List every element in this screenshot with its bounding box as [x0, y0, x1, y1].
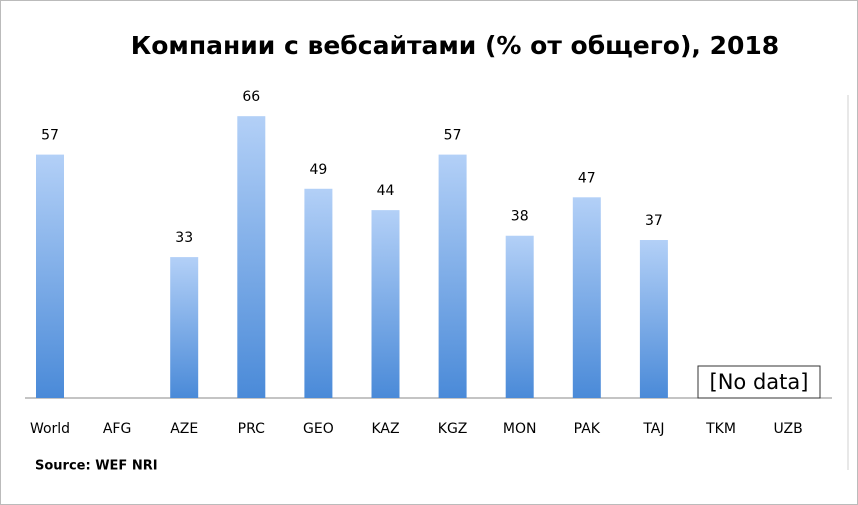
bar	[237, 116, 266, 399]
value-label: 66	[242, 89, 260, 105]
x-tick-label: World	[30, 421, 70, 437]
value-label: 49	[309, 162, 327, 178]
bar	[170, 257, 199, 398]
value-label: 57	[444, 128, 462, 144]
value-label: 57	[41, 128, 59, 144]
bar	[505, 235, 534, 398]
bar	[438, 154, 467, 398]
x-tick-label: UZB	[773, 421, 802, 437]
bar	[304, 188, 333, 398]
x-tick-label: TKM	[705, 421, 736, 437]
annotation: [No data]	[710, 370, 809, 394]
x-tick-label: MON	[503, 421, 537, 437]
annotation-box	[697, 365, 821, 399]
value-label: 38	[511, 209, 529, 225]
x-tick-label: GEO	[303, 421, 334, 437]
x-tick-label: AZE	[170, 421, 198, 437]
x-tick-label: AFG	[103, 421, 131, 437]
x-tick-label: PAK	[574, 421, 601, 437]
source: Source: WEF NRI	[35, 459, 158, 474]
value-label: 47	[578, 170, 596, 186]
x-tick-label: KGZ	[438, 421, 468, 437]
x-tick-label: PRC	[238, 421, 265, 437]
x-tick-label: KAZ	[371, 421, 399, 437]
value-label: 37	[645, 213, 663, 229]
bar	[36, 154, 64, 398]
value-label: 44	[377, 183, 395, 199]
bar	[639, 240, 668, 398]
value-label: 33	[175, 230, 193, 246]
chart-title: Компании с вебсайтами (% от общего), 201…	[131, 31, 779, 60]
x-tick-label: TAJ	[642, 421, 664, 437]
bar	[371, 210, 400, 398]
bar	[572, 197, 601, 398]
